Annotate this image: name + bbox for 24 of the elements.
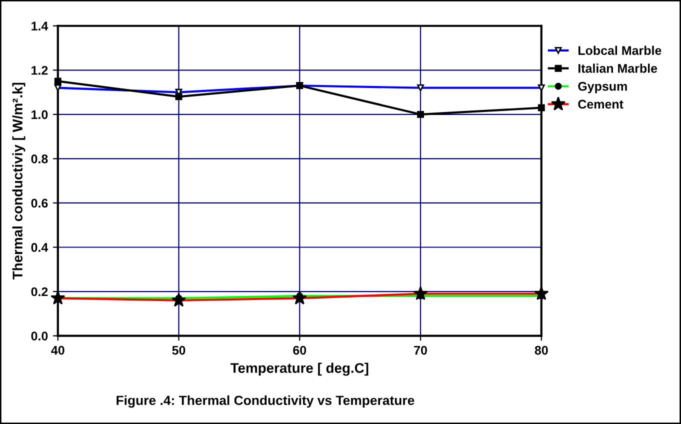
y-tick-label: 1.0 xyxy=(32,110,48,120)
point xyxy=(54,78,62,85)
y-tick-label: 0.2 xyxy=(31,287,48,296)
y-tick-label: 0.6 xyxy=(31,198,48,208)
legend-label: Lobcal Marble xyxy=(578,46,662,55)
x-axis-title: Temperature [ deg.C] xyxy=(230,362,368,376)
y-tick-label: 1.2 xyxy=(32,66,48,75)
legend-label: Gypsum xyxy=(578,82,627,94)
y-axis-title: Thermal conductiviy [ W/m².k] xyxy=(12,82,26,280)
point xyxy=(417,110,424,118)
y-tick-label: 0.0 xyxy=(31,332,48,340)
x-tick-label: 40 xyxy=(51,346,64,355)
x-tick-label: 70 xyxy=(414,346,427,355)
y-tick-label: 0.8 xyxy=(31,154,48,164)
x-tick-label: 80 xyxy=(534,346,548,355)
x-tick-label: 50 xyxy=(172,346,186,355)
text: Figure .4: Thermal Conductivity vs Temperature xyxy=(116,395,414,408)
y-tick-label: 0.4 xyxy=(31,243,48,252)
legend-label: Italian Marble xyxy=(578,64,658,73)
x-tick-label: 60 xyxy=(293,346,306,355)
point xyxy=(175,93,182,100)
point xyxy=(538,104,545,112)
legend-label: Cement xyxy=(578,100,624,109)
y-tick-label: 1.4 xyxy=(32,22,48,30)
